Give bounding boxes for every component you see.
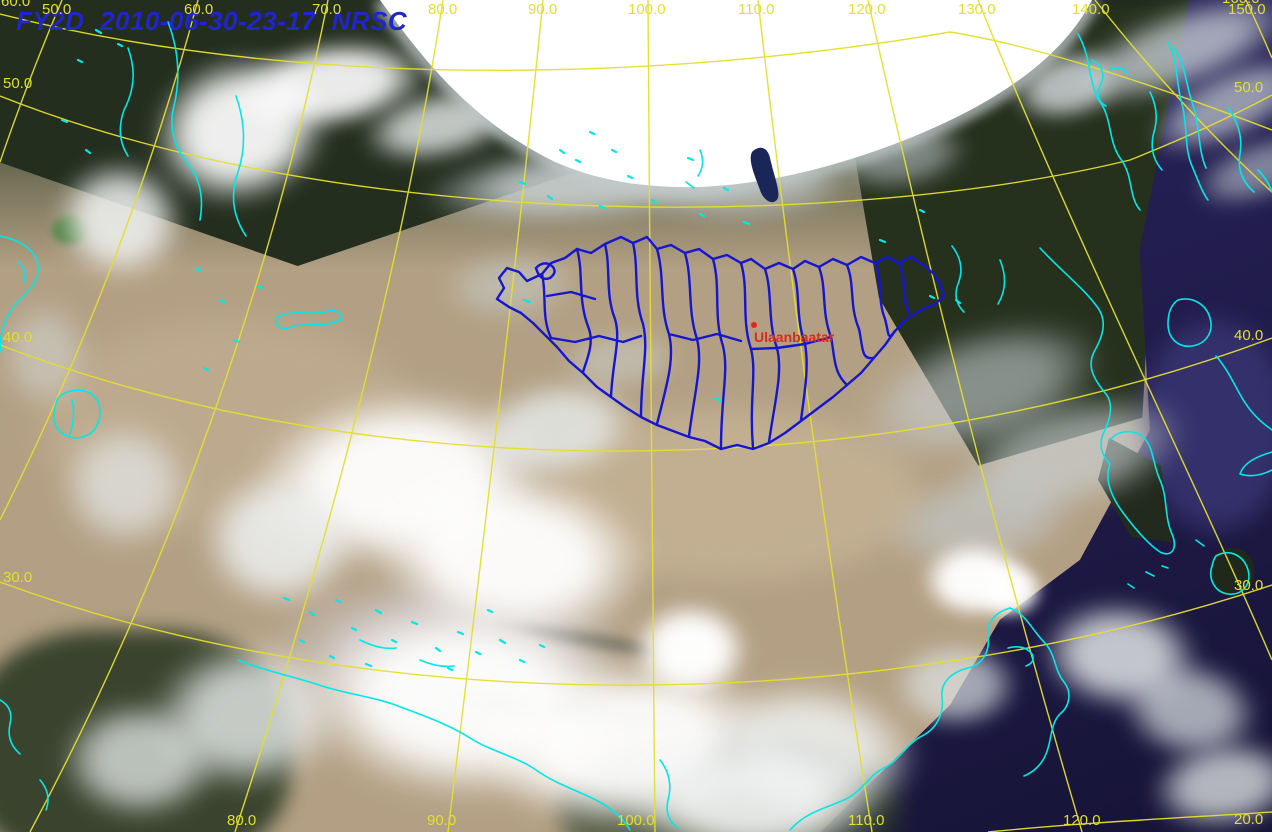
mongolia-outline: [495, 235, 946, 451]
cloud-blob: [200, 470, 360, 610]
mongolia-province-lines: [534, 241, 911, 450]
lake-specks: [60, 28, 962, 672]
cloud-blob: [975, 560, 1045, 620]
mongolia-border-layer: [495, 235, 946, 451]
cloud-blob: [0, 300, 90, 410]
lake-baikal: [750, 147, 779, 203]
white-nodata-region: [373, 0, 1100, 196]
coastline-layer: [0, 21, 1272, 831]
cloud-blob: [890, 640, 1020, 730]
cloud-blob: [60, 420, 190, 550]
